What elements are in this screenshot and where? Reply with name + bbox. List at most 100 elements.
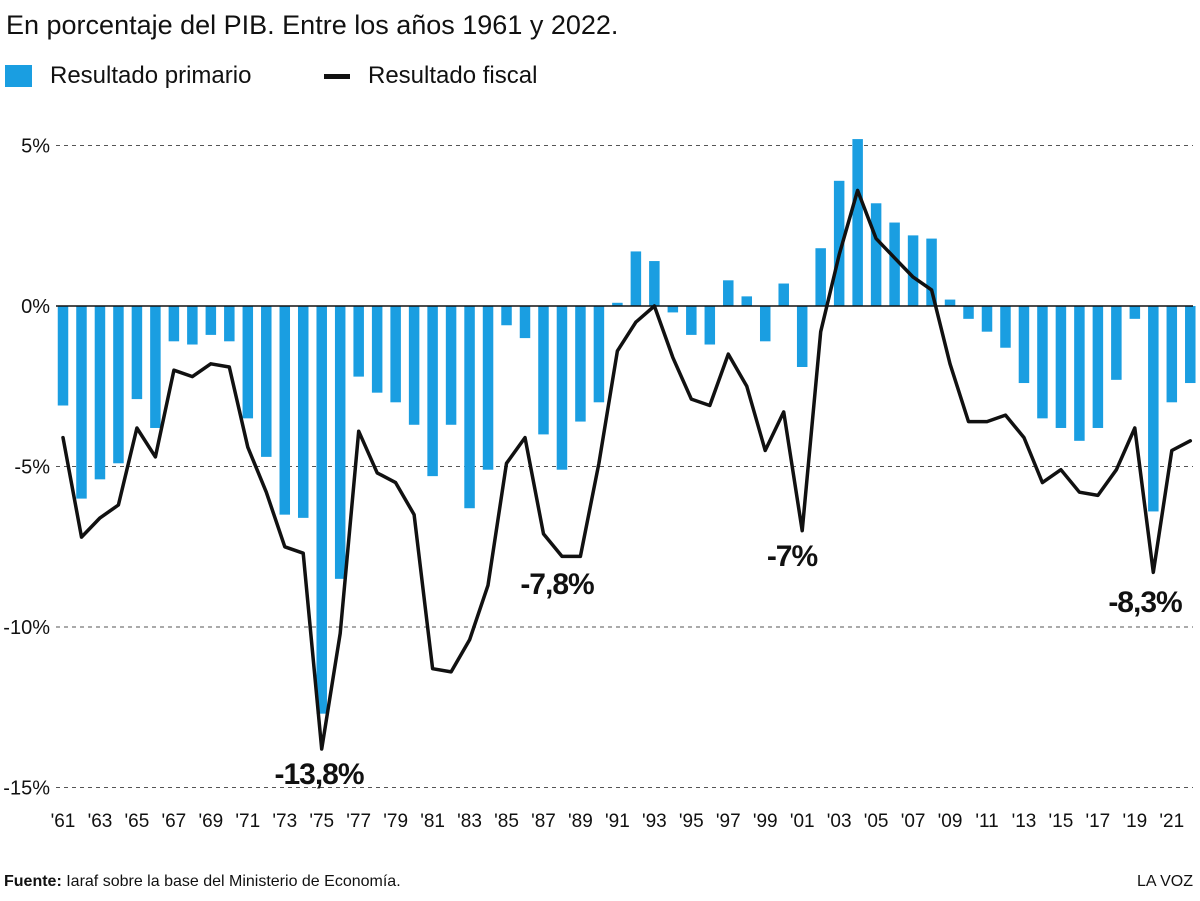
bar-primary [150,306,161,428]
bar-primary [667,306,679,313]
bar-primary [427,306,438,477]
x-tick-label: '63 [88,811,113,832]
legend-swatch-primary [5,65,32,87]
x-tick-label: '85 [494,811,519,832]
bar-primary [556,306,568,470]
bar-primary [870,203,882,306]
bar-primary [1092,306,1104,428]
bar-primary [1055,306,1067,428]
x-tick-label: '99 [753,811,778,832]
x-tick-label: '81 [420,811,445,832]
bar-primary [630,251,642,306]
bar-primary [279,306,291,515]
x-tick-label: '69 [198,811,223,832]
bar-primary [833,180,845,306]
bar-primary [778,283,789,306]
bar-primary [131,306,143,400]
bar-primary [205,306,217,335]
bar-primary [1111,306,1122,380]
x-tick-label: '61 [51,811,76,832]
y-tick-label: -10% [3,617,50,639]
bar-primary [907,235,919,306]
bar-primary [224,306,235,342]
bar-primary [371,306,383,393]
y-tick-label: 0% [21,296,50,318]
bar-primary [704,306,716,345]
bar-primary [261,306,272,457]
annotation-label: -13,8% [274,758,363,791]
bar-primary [723,280,734,306]
annotation-label: -8,3% [1108,586,1182,619]
legend: Resultado primario Resultado fiscal [0,62,700,92]
bar-primary [353,306,364,377]
bar-primary [187,306,198,345]
bar-primary [1037,306,1048,419]
legend-label-fiscal: Resultado fiscal [368,62,538,89]
brand-logo-text: LA VOZ [1136,873,1193,890]
legend-swatch-fiscal [324,73,350,79]
x-tick-label: '13 [1012,811,1037,832]
bar-primary [1000,306,1011,348]
line-fiscal [61,188,1193,751]
bar-primary [408,306,420,425]
bar-primary [464,306,475,509]
bar-primary [57,306,69,406]
bar-primary [926,238,937,306]
x-tick-label: '91 [605,811,630,832]
x-tick-label: '73 [272,811,297,832]
bar-primary [519,306,531,339]
bar-primary [316,306,327,714]
bar-primary [963,306,974,319]
bar-primary [334,306,346,579]
legend-label-primary: Resultado primario [50,62,252,89]
bar-primary [168,306,180,342]
x-tick-label: '65 [125,811,150,832]
x-tick-label: '79 [383,811,408,832]
bar-primary [852,139,863,306]
x-tick-label: '97 [716,811,741,832]
x-tick-label: '89 [568,811,593,832]
bar-primary [759,306,771,342]
legend-item-fiscal: Resultado fiscal [324,62,537,90]
bar-primary [501,306,512,326]
x-tick-label: '17 [1085,811,1110,832]
bar-primary [538,306,549,435]
x-tick-label: '75 [309,811,334,832]
x-tick-label: '09 [938,811,963,832]
x-tick-label: '07 [901,811,926,832]
source-text: Iaraf sobre la base del Ministerio de Ec… [66,873,401,890]
x-tick-label: '11 [975,811,998,832]
bar-primary [889,222,900,306]
legend-item-primary: Resultado primario [5,62,251,90]
x-tick-label: '19 [1122,811,1147,832]
x-tick-label: '01 [790,811,815,832]
bar-primary [593,306,605,403]
x-tick-label: '93 [642,811,667,832]
bar-primary [649,261,660,306]
x-tick-label: '77 [346,811,371,832]
x-tick-label: '67 [161,811,186,832]
bar-primary [445,306,457,425]
bar-primary [741,296,753,306]
bar-primary [390,306,401,403]
x-tick-label: '95 [679,811,704,832]
bar-primary [981,306,993,332]
annotation-label: -7,8% [520,568,594,601]
bar-primary [94,306,106,480]
bar-primary [612,302,623,306]
bar-primary [815,248,826,306]
bar-primary [1148,306,1159,512]
x-tick-label: '83 [457,811,482,832]
x-tick-label: '15 [1049,811,1074,832]
source-label: Fuente: [4,873,62,890]
bar-primary [1018,306,1030,384]
bar-primary [1166,306,1178,403]
chart-title: En porcentaje del PIB. Entre los años 19… [6,10,619,40]
footer-source: Fuente: Iaraf sobre la base del Minister… [4,873,401,891]
bar-primary [242,306,254,419]
bar-primary [76,306,87,499]
bar-primary [297,306,309,518]
y-tick-label: -15% [3,778,50,800]
bar-primary [796,306,808,367]
y-tick-label: 5% [21,136,50,158]
